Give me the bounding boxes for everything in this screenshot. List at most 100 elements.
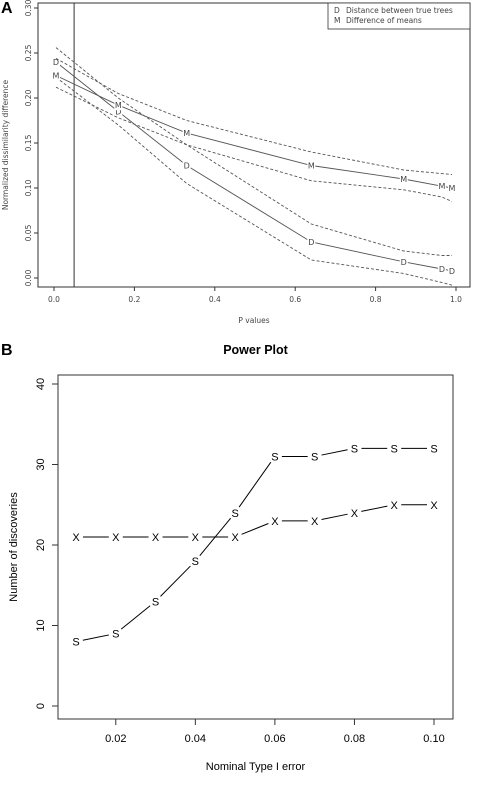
y-tick-label-a: 0.10 bbox=[24, 179, 33, 196]
plot-b-frame bbox=[57, 374, 454, 720]
point-a-background bbox=[399, 256, 408, 267]
point-b-X: X bbox=[231, 532, 239, 544]
legend-a-symbol: M bbox=[334, 16, 340, 25]
x-axis-label-b: Nominal Type I error bbox=[206, 761, 306, 773]
point-a-M: M bbox=[438, 182, 445, 191]
x-tick-label-a: 1.0 bbox=[450, 295, 462, 304]
series-b-S-segment bbox=[82, 634, 110, 641]
x-tick-label-a: 0.8 bbox=[370, 295, 382, 304]
point-a-background bbox=[447, 265, 456, 276]
point-a-D: D bbox=[439, 265, 445, 274]
point-a-background bbox=[182, 160, 191, 171]
point-a-background bbox=[307, 160, 316, 171]
y-tick-label-b: 0 bbox=[35, 703, 47, 709]
point-a-background bbox=[114, 100, 123, 111]
x-axis-label-a: P values bbox=[238, 316, 269, 325]
point-b-S: S bbox=[271, 451, 278, 463]
point-b-S: S bbox=[391, 443, 398, 455]
point-b-X: X bbox=[430, 500, 438, 512]
series-b-S-segment bbox=[321, 449, 348, 456]
point-a-D: D bbox=[308, 238, 314, 247]
series-a-D-line bbox=[55, 61, 453, 272]
series-b-S-segment bbox=[238, 461, 272, 508]
point-a-D: D bbox=[449, 267, 455, 276]
x-tick-label-b: 0.10 bbox=[423, 733, 444, 745]
point-b-S: S bbox=[311, 451, 318, 463]
y-tick-label-b: 40 bbox=[35, 378, 47, 390]
series-b-S-segment bbox=[120, 605, 151, 630]
point-b-X: X bbox=[311, 516, 319, 528]
point-a-M: M bbox=[400, 175, 407, 184]
point-a-M: M bbox=[115, 101, 122, 110]
point-a-M: M bbox=[183, 129, 190, 138]
point-a-background bbox=[447, 183, 456, 193]
point-b-S: S bbox=[112, 629, 119, 641]
series-b-X-segment bbox=[241, 523, 269, 535]
point-b-S: S bbox=[231, 508, 238, 520]
chart-b-title: Power Plot bbox=[223, 343, 288, 357]
point-b-S: S bbox=[430, 443, 437, 455]
chart-a: 0.0 0.2 0.4 0.6 0.8 1.0 0.00 0.05 0.10 0.15 0.20 0.… bbox=[1, 0, 471, 325]
y-tick-label-b: 20 bbox=[35, 539, 47, 551]
y-axis-label-b: Number of discoveries bbox=[8, 492, 20, 602]
point-a-M: M bbox=[308, 162, 315, 171]
series-b-X-segment bbox=[361, 505, 388, 512]
point-a-background bbox=[437, 264, 446, 274]
series-b-X-segment bbox=[321, 513, 348, 520]
point-a-D: D bbox=[53, 58, 59, 67]
y-tick-label-b: 30 bbox=[35, 458, 47, 470]
point-b-X: X bbox=[112, 532, 120, 544]
y-axis-label-a: Normalized dissimilarity difference bbox=[1, 79, 10, 210]
legend-a-label: Distance between true trees bbox=[346, 6, 453, 15]
point-a-background bbox=[182, 128, 191, 139]
point-b-X: X bbox=[271, 516, 279, 528]
point-b-S: S bbox=[192, 556, 199, 568]
y-tick-label-a: 0.05 bbox=[24, 224, 33, 241]
point-a-M: M bbox=[53, 72, 60, 81]
plot-a-frame bbox=[37, 2, 471, 288]
point-a-background bbox=[52, 70, 61, 81]
y-tick-label-a: 0.20 bbox=[24, 89, 33, 106]
series-b-S-segment bbox=[160, 565, 191, 597]
legend-a-label: Difference of means bbox=[346, 16, 422, 25]
y-tick-label-b: 10 bbox=[35, 619, 47, 631]
point-a-background bbox=[114, 106, 123, 117]
series-a-D-upper-band bbox=[55, 47, 452, 256]
point-a-background bbox=[437, 181, 446, 192]
point-b-X: X bbox=[192, 532, 200, 544]
series-a-D-lower-band bbox=[55, 76, 453, 286]
point-b-S: S bbox=[351, 443, 358, 455]
y-tick-label-a: 0.25 bbox=[24, 44, 33, 61]
point-a-D: D bbox=[401, 258, 407, 267]
point-a-M: M bbox=[449, 184, 456, 193]
series-a-M-line bbox=[55, 75, 453, 189]
point-b-X: X bbox=[72, 532, 80, 544]
point-a-background bbox=[52, 57, 61, 67]
point-a-background bbox=[307, 237, 316, 247]
x-tick-label-a: 0.6 bbox=[289, 295, 301, 304]
legend-a-symbol: D bbox=[334, 6, 340, 15]
x-tick-label-b: 0.06 bbox=[264, 733, 285, 745]
point-a-D: D bbox=[115, 108, 121, 117]
x-tick-label-b: 0.02 bbox=[105, 733, 126, 745]
series-a-M-lower-band bbox=[55, 86, 453, 202]
y-tick-label-a: 0.15 bbox=[24, 134, 33, 151]
point-b-S: S bbox=[72, 637, 79, 649]
series-a-M-upper-band bbox=[55, 58, 453, 175]
legend-a-box bbox=[327, 2, 471, 30]
point-b-X: X bbox=[351, 508, 359, 520]
point-a-background bbox=[399, 174, 408, 184]
chart-b: Power Plot 0.02 0.04 0.06 0.08 0.10 0 10 20 30 40 N… bbox=[8, 343, 454, 773]
panel-a-letter: A bbox=[1, 0, 13, 17]
y-tick-label-a: 0.00 bbox=[24, 269, 33, 286]
point-b-S: S bbox=[152, 596, 159, 608]
point-b-X: X bbox=[152, 532, 160, 544]
x-tick-label-b: 0.08 bbox=[344, 733, 365, 745]
point-b-X: X bbox=[391, 500, 399, 512]
x-tick-label-b: 0.04 bbox=[185, 733, 206, 745]
x-tick-label-a: 0.4 bbox=[209, 295, 221, 304]
panel-b-letter: B bbox=[1, 342, 13, 359]
x-tick-label-a: 0.2 bbox=[128, 295, 140, 304]
point-a-D: D bbox=[184, 162, 190, 171]
